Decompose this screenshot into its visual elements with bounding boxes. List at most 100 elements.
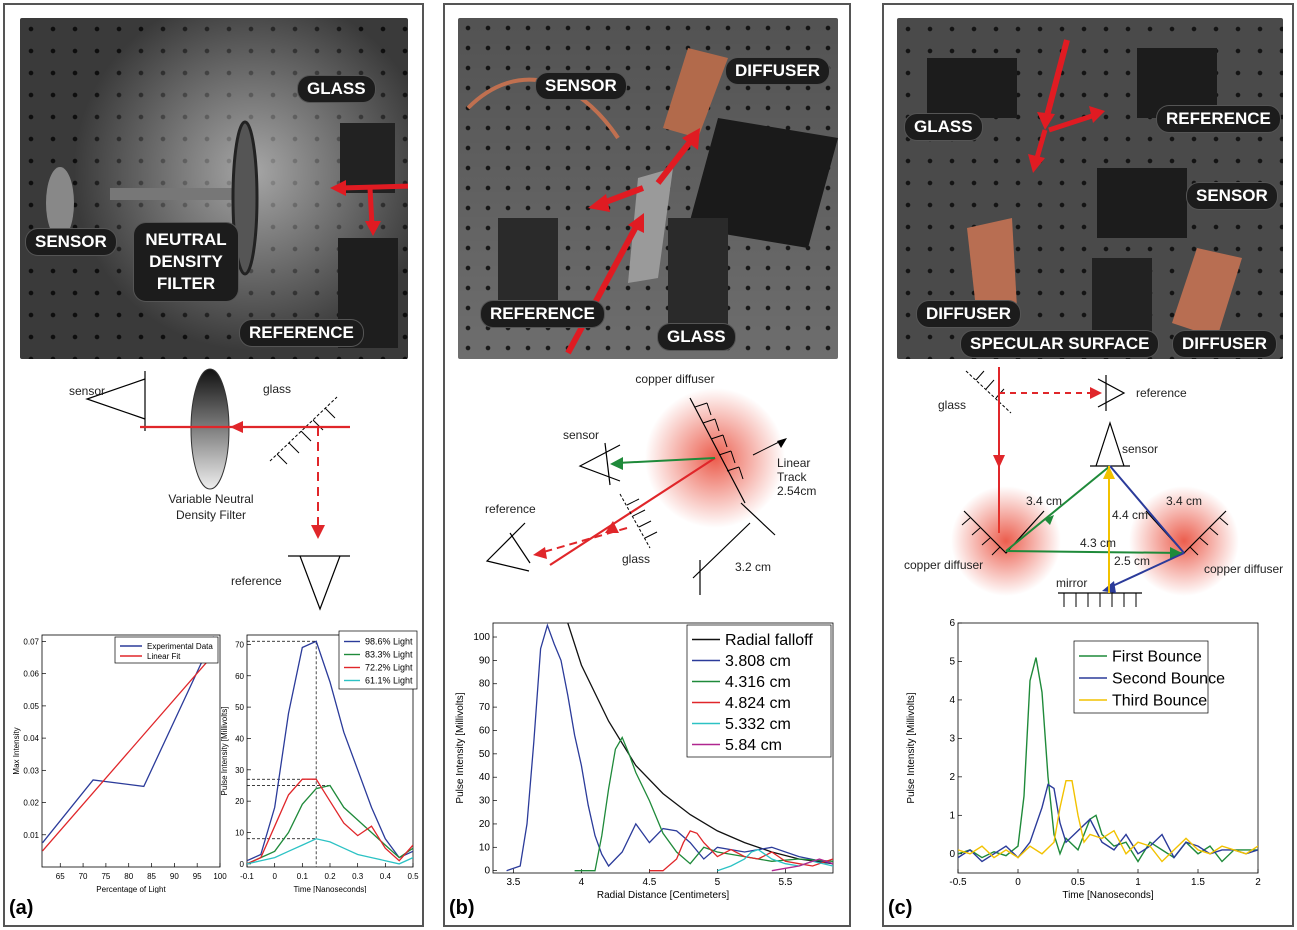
tag-glass: GLASS xyxy=(298,76,375,102)
x-axis-label: Time [Nanoseconds] xyxy=(293,885,366,893)
label-distance: 3.2 cm xyxy=(735,560,771,574)
panel-b-photo: SENSOR DIFFUSER REFERENCE GLASS xyxy=(458,18,838,359)
y-tick-label: 2 xyxy=(949,772,955,783)
beam-first-bounce xyxy=(1005,465,1111,552)
sensor-symbol xyxy=(85,378,146,420)
mirror-hatch xyxy=(1063,593,1137,607)
x-tick-label: 0.4 xyxy=(380,872,392,881)
x-tick-label: 1.5 xyxy=(1191,877,1205,888)
x-axis-label: Percentage of Light xyxy=(96,885,166,893)
panel-label-b: (b) xyxy=(449,897,475,919)
y-tick-label: 0 xyxy=(484,866,490,877)
label-linear: Linear xyxy=(777,456,810,470)
x-tick-label: 5.5 xyxy=(778,877,792,888)
label-glass: glass xyxy=(263,382,291,396)
legend-entry: Radial falloff xyxy=(725,632,813,649)
legend-entry: Third Bounce xyxy=(1112,693,1207,710)
y-tick-label: 40 xyxy=(479,772,491,783)
beam-sensor-head xyxy=(610,457,623,470)
legend-box xyxy=(1073,640,1209,714)
tag-reference: REFERENCE xyxy=(240,320,363,346)
legend-entry: 61.1% Light xyxy=(365,676,413,686)
specular-mount xyxy=(1092,258,1152,338)
label-d3: 4.4 cm xyxy=(1112,508,1148,522)
x-tick-label: 0.1 xyxy=(297,872,309,881)
beam-second-bounce xyxy=(1109,465,1185,554)
label-reference: reference xyxy=(485,502,536,516)
beam-reflected-head xyxy=(311,525,325,539)
x-tick-label: 0.5 xyxy=(407,872,419,881)
reference-symbol xyxy=(299,555,341,611)
sensor-mount xyxy=(1097,168,1187,238)
panel-b-diagram: copper diffuser sensor Linear Track 2.54… xyxy=(485,372,816,595)
reference-plane xyxy=(509,532,531,564)
beam-blue-mirror xyxy=(1105,552,1185,590)
x-tick-label: 5 xyxy=(715,877,721,888)
label-copper-right: copper diffuser xyxy=(1204,562,1283,576)
series-line-0 xyxy=(42,636,215,844)
panel-a: GLASS SENSOR NEUTRAL DENSITY FILTER REFE… xyxy=(3,3,424,927)
label-d5: 2.5 cm xyxy=(1114,554,1150,568)
diffuse-glow-left xyxy=(951,486,1061,596)
panel-label-a: (a) xyxy=(9,897,34,919)
panel-label-c: (c) xyxy=(888,897,913,919)
x-tick-label: 4.5 xyxy=(642,877,656,888)
x-tick-label: 100 xyxy=(213,872,227,881)
beam-arrowhead-in xyxy=(628,213,644,233)
label-reference: reference xyxy=(231,574,282,588)
y-tick-label: 0 xyxy=(949,849,955,860)
y-tick-label: 0 xyxy=(240,860,245,869)
diffuser-left xyxy=(963,510,1045,554)
sensor-symbol xyxy=(1095,421,1125,467)
label-track: Track xyxy=(777,470,808,484)
beam-arrowhead-down xyxy=(1028,154,1045,173)
tag-glass: GLASS xyxy=(658,324,735,350)
track-arrowhead xyxy=(777,438,787,448)
panel-b-photo-overlay xyxy=(466,48,838,355)
beam-arrow-in xyxy=(339,183,408,191)
filter-disc xyxy=(231,120,259,276)
y-axis-label: Pulse Intensity [Millivolts] xyxy=(220,707,229,796)
x-tick-label: 65 xyxy=(56,872,65,881)
tag-diffuser: DIFFUSER xyxy=(726,58,829,84)
x-tick-label: 80 xyxy=(124,872,133,881)
y-tick-label: 10 xyxy=(479,842,491,853)
glass-plate xyxy=(965,370,1012,414)
legend-entry: 83.3% Light xyxy=(365,650,413,660)
tag-specular-surface: SPECULAR SURFACE xyxy=(961,331,1159,357)
y-tick-label: 0.07 xyxy=(23,637,39,646)
label-d2: 3.4 cm xyxy=(1166,494,1202,508)
x-axis-label: Time [Nanoseconds] xyxy=(1062,890,1154,901)
legend-entry: 5.84 cm xyxy=(725,737,782,754)
diffuse-glow-right xyxy=(1129,486,1239,596)
y-tick-label: 0.03 xyxy=(23,766,39,775)
x-tick-label: 2 xyxy=(1255,877,1261,888)
x-tick-label: -0.5 xyxy=(949,877,967,888)
y-tick-label: 70 xyxy=(479,702,491,713)
series-line-2 xyxy=(958,779,1258,863)
tag-sensor: SENSOR xyxy=(26,229,116,255)
tag-sensor: SENSOR xyxy=(1187,183,1277,209)
panel-c-diagram: glass reference sensor 3.4 cm 3.4 cm 4.4… xyxy=(904,367,1283,607)
legend-box xyxy=(686,624,832,758)
glass-mount xyxy=(340,123,395,193)
green-across-head xyxy=(1170,547,1182,559)
beam-arrowhead-down xyxy=(365,221,381,236)
beam-arrowhead-in xyxy=(1037,112,1055,130)
first-bounce-head xyxy=(1044,515,1054,525)
y-tick-label: 90 xyxy=(479,655,491,666)
y-tick-label: 60 xyxy=(235,672,244,681)
x-tick-label: 3.5 xyxy=(506,877,520,888)
legend-box xyxy=(114,636,219,664)
y-tick-label: 70 xyxy=(235,640,244,649)
beam-arrow-down xyxy=(1034,129,1048,159)
panel-c-photo: GLASS REFERENCE SENSOR DIFFUSER SPECULAR… xyxy=(897,18,1283,359)
y-tick-label: 1 xyxy=(949,810,955,821)
copper-diffuser-left xyxy=(967,218,1017,318)
beam-arrowhead-reference xyxy=(1089,106,1105,123)
x-tick-label: 75 xyxy=(101,872,110,881)
third-bounce-head xyxy=(1103,466,1115,479)
glass-plate xyxy=(269,396,338,462)
legend-entry: 4.316 cm xyxy=(725,674,791,691)
beam-arrow-diffuser xyxy=(655,136,696,185)
